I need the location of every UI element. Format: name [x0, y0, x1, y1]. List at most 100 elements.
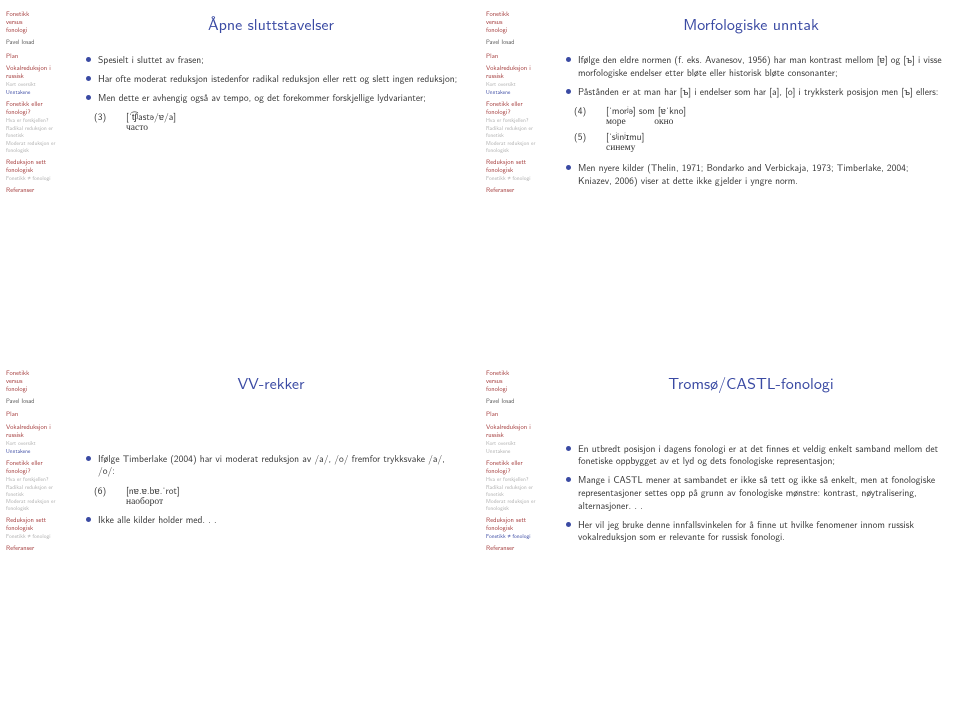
nav-sub: Moderat reduksjon er fonologisk: [486, 498, 548, 512]
nav-sec4: Referanser: [486, 186, 548, 194]
nav-sec2: Fonetikk eller fonologi?: [486, 459, 548, 475]
nav-plan: Plan: [486, 52, 548, 60]
slide-title: Åpne sluttstavelser: [80, 12, 462, 35]
cyrillic: синему: [606, 143, 942, 153]
nav-sub: Radikal reduksjon er fonetisk: [6, 125, 68, 139]
example-number: (4): [574, 103, 594, 127]
nav-sub: Kort oversikt: [486, 81, 548, 88]
bullet: Ifølge den eldre normen (f. eks. Avaneso…: [566, 53, 942, 79]
nav-plan: Plan: [6, 52, 68, 60]
example-6: (6) [nɐ.ɐ.bɐ.ˈrot] наоборот: [94, 483, 462, 507]
slide-vv-rekker: Fonetikk versus fonologi Pavel Iosad Pla…: [0, 359, 480, 717]
nav-sec3: Reduksjon sett fonologisk: [6, 516, 68, 532]
nav-sec1: Vokalreduksjon i russisk: [6, 423, 68, 439]
nav-sec1: Vokalreduksjon i russisk: [486, 64, 548, 80]
nav-sub: Fonetikk ≠ fonologi: [6, 175, 68, 182]
t: fonologi: [6, 384, 27, 394]
nav-sec4: Referanser: [6, 186, 68, 194]
nav-plan: Plan: [6, 410, 68, 418]
bullet-list: Ifølge den eldre normen (f. eks. Avaneso…: [560, 53, 942, 97]
example-5: (5) [ˈsʲinʲɪmu] синему: [574, 129, 942, 153]
nav-sec2: Fonetikk eller fonologi?: [6, 459, 68, 475]
nav-sub: Hva er forskjellen?: [6, 117, 68, 124]
nav-sub: Hva er forskjellen?: [6, 476, 68, 483]
bullet: Ifølge Timberlake (2004) har vi moderat …: [86, 452, 462, 478]
sidebar: Fonetikk versus fonologi Pavel Iosad Pla…: [480, 363, 552, 714]
slide-body: Åpne sluttstavelser Spesielt i sluttet a…: [72, 4, 470, 355]
nav-sub: Radikal reduksjon er fonetisk: [486, 125, 548, 139]
bullet: Spesielt i sluttet av frasen;: [86, 53, 462, 66]
slide-open-syllables: Fonetikk versus fonologi Pavel Iosad Pla…: [0, 0, 480, 359]
nav-sub: Kort oversikt: [6, 440, 68, 447]
nav-sec3: Reduksjon sett fonologisk: [6, 158, 68, 174]
sidebar: Fonetikk versus fonologi Pavel Iosad Pla…: [0, 363, 72, 714]
nav-plan: Plan: [486, 410, 548, 418]
author: Pavel Iosad: [6, 38, 68, 46]
bullet: Påstånden er at man har [ъ] i endelser s…: [566, 85, 942, 98]
slide-title: Tromsø/CASTL-fonologi: [560, 371, 942, 394]
bullet: Har ofte moderat reduksjon istedenfor ra…: [86, 72, 462, 85]
example-body: [ˈmorʲə] som [ɐˈkno] море окно: [606, 103, 942, 127]
nav-sub-current: Unntakene: [6, 89, 68, 96]
course-title: Fonetikk versus fonologi: [486, 10, 548, 34]
nav-sub-current: Fonetikk ≠ fonologi: [486, 533, 548, 540]
slide-title: VV-rekker: [80, 371, 462, 394]
course-title: Fonetikk versus fonologi: [486, 369, 548, 393]
course-title: Fonetikk versus fonologi: [6, 369, 68, 393]
nav-sub: Moderat reduksjon er fonologisk: [6, 498, 68, 512]
nav-sub: Unntakene: [486, 448, 548, 455]
example-3: (3) [ˈt͡ʃʲastə/ɐ/a] часто: [94, 109, 462, 133]
author: Pavel Iosad: [6, 397, 68, 405]
bullet: Men nyere kilder (Thelin, 1971; Bondarko…: [566, 161, 942, 187]
course-title: Fonetikk versus fonologi: [6, 10, 68, 34]
example-number: (6): [94, 483, 114, 507]
author: Pavel Iosad: [486, 38, 548, 46]
example-4: (4) [ˈmorʲə] som [ɐˈkno] море окно: [574, 103, 942, 127]
nav-sec1: Vokalreduksjon i russisk: [486, 423, 548, 439]
nav-sub: Radikal reduksjon er fonetisk: [486, 484, 548, 498]
bullet-list: En utbredt posisjon i dagens fonologi er…: [560, 442, 942, 544]
nav-sub: Moderat reduksjon er fonologisk: [486, 140, 548, 154]
bullet-list: Men nyere kilder (Thelin, 1971; Bondarko…: [560, 161, 942, 187]
sidebar: Fonetikk versus fonologi Pavel Iosad Pla…: [0, 4, 72, 355]
sidebar: Fonetikk versus fonologi Pavel Iosad Pla…: [480, 4, 552, 355]
nav-sub: Moderat reduksjon er fonologisk: [6, 140, 68, 154]
slide-title: Morfologiske unntak: [560, 12, 942, 35]
nav-sec4: Referanser: [486, 544, 548, 552]
slide-body: Morfologiske unntak Ifølge den eldre nor…: [552, 4, 950, 355]
bullet-list: Spesielt i sluttet av frasen; Har ofte m…: [80, 53, 462, 103]
author: Pavel Iosad: [486, 397, 548, 405]
cyrillic: море окно: [606, 117, 942, 127]
bullet-list: Ifølge Timberlake (2004) har vi moderat …: [80, 452, 462, 478]
bullet: Men dette er avhengig også av tempo, og …: [86, 91, 462, 104]
example-number: (3): [94, 109, 114, 133]
example-body: [nɐ.ɐ.bɐ.ˈrot] наоборот: [126, 483, 462, 507]
bullet-list: Ikke alle kilder holder med. . .: [80, 513, 462, 526]
nav-sec1: Vokalreduksjon i russisk: [6, 64, 68, 80]
bullet: En utbredt posisjon i dagens fonologi er…: [566, 442, 942, 468]
nav-sec4: Referanser: [6, 544, 68, 552]
nav-sub: Hva er forskjellen?: [486, 117, 548, 124]
ipa: [ˈmorʲə] som [ɐˈkno]: [606, 103, 942, 117]
nav-sub: Fonetikk ≠ fonologi: [486, 175, 548, 182]
nav-sub-current: Unntakene: [6, 448, 68, 455]
t: fonologi: [486, 25, 507, 35]
nav-sub-current: Unntakene: [486, 89, 548, 96]
cyrillic: часто: [126, 123, 462, 133]
nav-sub: Kort oversikt: [486, 440, 548, 447]
bullet: Her vil jeg bruke denne innfallsvinkelen…: [566, 518, 942, 544]
nav-sub: Radikal reduksjon er fonetisk: [6, 484, 68, 498]
slide-body: Tromsø/CASTL-fonologi En utbredt posisjo…: [552, 363, 950, 714]
nav-sub: Hva er forskjellen?: [486, 476, 548, 483]
nav-sub: Kort oversikt: [6, 81, 68, 88]
example-body: [ˈsʲinʲɪmu] синему: [606, 129, 942, 153]
nav-sec2: Fonetikk eller fonologi?: [486, 100, 548, 116]
example-body: [ˈt͡ʃʲastə/ɐ/a] часто: [126, 109, 462, 133]
slide-tromso-castl: Fonetikk versus fonologi Pavel Iosad Pla…: [480, 359, 960, 717]
example-number: (5): [574, 129, 594, 153]
ipa: [ˈsʲinʲɪmu]: [606, 129, 942, 143]
t: fonologi: [486, 384, 507, 394]
nav-sec3: Reduksjon sett fonologisk: [486, 516, 548, 532]
t: fonologi: [6, 25, 27, 35]
slide-body: VV-rekker Ifølge Timberlake (2004) har v…: [72, 363, 470, 714]
